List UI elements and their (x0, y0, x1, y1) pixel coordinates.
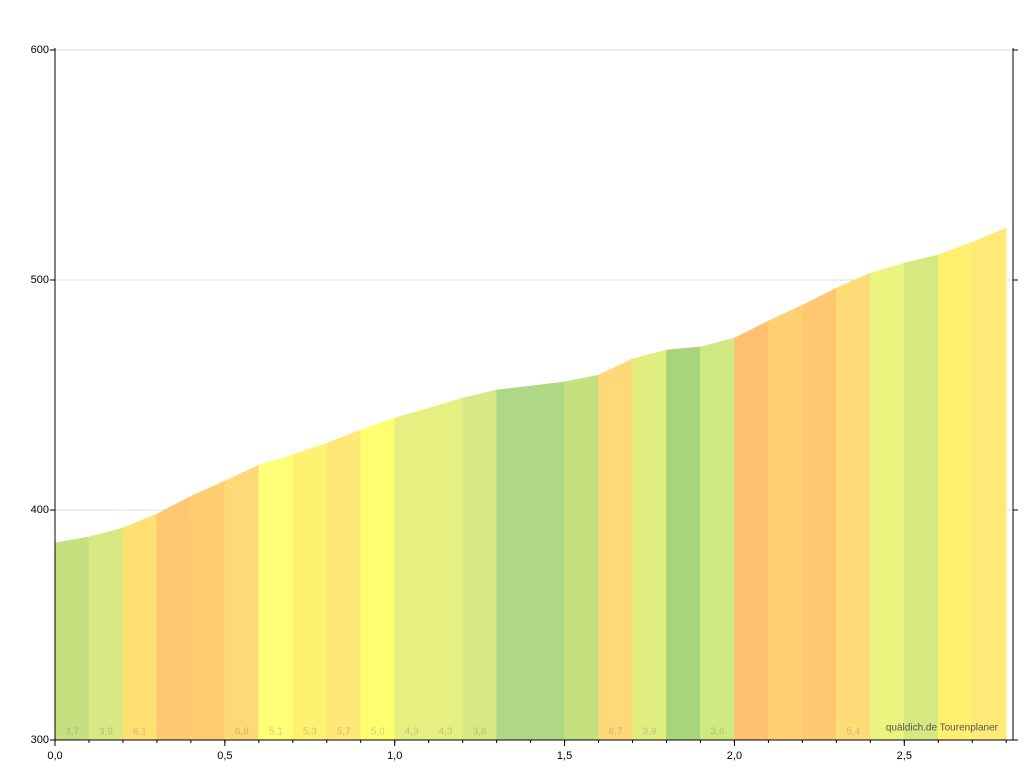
segment-area (836, 272, 871, 741)
grade-label: 6,8 (235, 727, 249, 738)
grade-label: 4,3 (439, 727, 453, 738)
segment-area (88, 527, 124, 741)
segment-area (666, 346, 701, 741)
segment-area (802, 287, 837, 741)
segment-area (122, 513, 158, 741)
plot: 3,7 3,9 6,1 6,8 5,1 5,3 5,7 5,0 4,3 4,3 3,6 6,7 3,9 3… (31, 44, 1018, 762)
x-tick-label: 1,0 (387, 750, 402, 762)
segment-area (564, 374, 599, 741)
segment-area (904, 254, 939, 741)
grade-label: 3,9 (643, 727, 657, 738)
segment-area (156, 495, 192, 741)
segment-area (54, 536, 90, 741)
grade-label: 5,7 (337, 727, 351, 738)
grade-label: 4,3 (405, 727, 419, 738)
segment-area (190, 480, 226, 741)
y-tick-label: 400 (31, 504, 49, 516)
segment-area (258, 454, 294, 741)
segment-area (768, 304, 803, 741)
x-tick-label: 2,5 (897, 750, 912, 762)
x-tick-label: 0,5 (217, 750, 232, 762)
segment-area (360, 417, 395, 741)
attribution: quäldich.de Tourenplaner (886, 723, 999, 734)
x-tick-label: 1,5 (557, 750, 572, 762)
segment-area (394, 407, 429, 741)
y-tick-label: 600 (31, 44, 49, 56)
segment-area (428, 397, 463, 741)
segment-area (632, 349, 667, 741)
segment-area (530, 381, 565, 741)
y-tick-label: 300 (31, 734, 49, 746)
grade-label: 6,7 (609, 727, 623, 738)
segment-area (598, 358, 633, 741)
segment-area (870, 262, 905, 741)
x-tick-label: 2,0 (727, 750, 742, 762)
grade-label: 3,9 (99, 727, 113, 738)
grade-label: 5,0 (371, 727, 385, 738)
segment-area (734, 320, 769, 741)
grade-label: 6,1 (133, 727, 147, 738)
segment-area (971, 227, 1007, 741)
segment-area (938, 241, 973, 741)
y-tick-label: 500 (31, 274, 49, 286)
segment-area (224, 464, 260, 741)
segment-area (700, 337, 735, 741)
grade-label: 3,6 (473, 727, 487, 738)
grade-label: 5,1 (269, 727, 283, 738)
segment-area (496, 385, 531, 741)
grade-label: 3,6 (710, 727, 724, 738)
segment-area (462, 389, 497, 741)
segment-area (326, 429, 361, 741)
segment-area (292, 442, 328, 741)
grade-label: 5,3 (303, 727, 317, 738)
grade-label: 5,4 (846, 727, 860, 738)
x-tick-label: 0,0 (47, 750, 62, 762)
grade-label: 3,7 (65, 727, 79, 738)
